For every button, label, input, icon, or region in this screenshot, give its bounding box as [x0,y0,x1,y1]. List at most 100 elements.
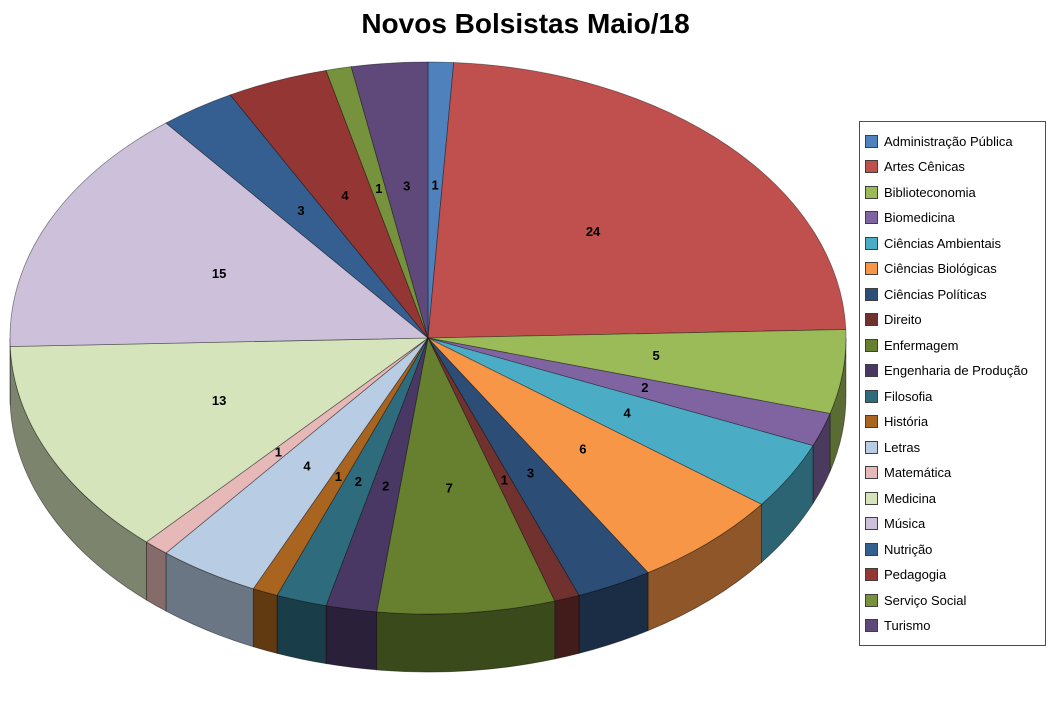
data-label: 2 [355,474,362,489]
legend-swatch [865,211,878,225]
legend-item: Letras [865,435,1040,459]
legend-swatch [865,262,878,276]
data-label: 4 [303,458,311,473]
legend-swatch [865,466,878,480]
legend-item: Ciências Políticas [865,282,1040,306]
pie-slice-side [325,605,378,671]
legend-label: Biblioteconomia [884,184,976,200]
legend-item: Matemática [865,461,1040,485]
pie-slice-side [276,594,327,665]
pie-slice [427,337,831,447]
legend-item: Nutrição [865,537,1040,561]
legend-item: Pedagogia [865,563,1040,587]
legend-item: Serviço Social [865,588,1040,612]
data-label: 1 [431,178,438,193]
legend-item: Turismo [865,614,1040,638]
legend-item: Ciências Biológicas [865,257,1040,281]
data-label: 1 [501,473,508,488]
legend-label: Administração Pública [884,133,1013,149]
pie-slice [427,62,847,339]
legend-item: Artes Cênicas [865,155,1040,179]
pie-slice [145,337,429,554]
data-label: 4 [341,188,349,203]
legend-label: Filosofia [884,388,933,404]
legend-item: Medicina [865,486,1040,510]
legend-item: Filosofia [865,384,1040,408]
data-label: 2 [641,380,648,395]
legend-swatch [865,440,878,454]
legend-swatch [865,236,878,250]
data-label: 13 [212,393,226,408]
data-label: 3 [527,465,534,480]
legend-item: Administração Pública [865,129,1040,153]
legend-item: Engenharia de Produção [865,359,1040,383]
data-label: 15 [212,266,226,281]
chart-legend: Administração Pública Artes Cênicas Biblio… [859,121,1046,646]
pie-slice [325,66,429,339]
data-label: 2 [382,479,389,494]
legend-swatch [865,364,878,378]
legend-label: Matemática [884,465,952,481]
data-label: 5 [653,348,660,363]
pie-slice [376,336,556,615]
legend-label: Direito [884,312,922,328]
pie-slice [165,337,429,590]
legend-swatch [865,338,878,352]
legend-item: Enfermagem [865,333,1040,357]
legend-item: Direito [865,308,1040,332]
data-label: 7 [446,481,453,496]
legend-label: Ciências Ambientais [884,235,1002,251]
legend-item: Ciências Ambientais [865,231,1040,255]
legend-swatch [865,593,878,607]
pie-slice-side [146,541,167,612]
legend-swatch [865,568,878,582]
pie-slices [9,61,847,615]
data-label: 24 [586,224,601,239]
legend-swatch [865,134,878,148]
pie-slice [427,329,847,414]
legend-swatch [865,185,878,199]
pie-slice [276,337,429,607]
legend-label: Música [884,516,926,532]
legend-label: História [884,414,929,430]
data-label: 6 [579,442,586,457]
pie-slice [252,337,429,596]
data-label: 4 [623,405,631,420]
pie-slice [9,337,430,543]
legend-label: Engenharia de Produção [884,363,1028,379]
legend-label: Pedagogia [884,567,947,583]
chart-title: Novos Bolsistas Maio/18 [361,8,690,39]
pie-slice-side [252,588,278,654]
pie-slice [229,69,429,339]
legend-label: Enfermagem [884,337,959,353]
legend-swatch [865,491,878,505]
legend-label: Nutrição [884,541,933,557]
legend-swatch [865,287,878,301]
legend-label: Biomedicina [884,210,955,226]
legend-label: Ciências Biológicas [884,261,997,277]
pie-slice [427,337,814,505]
data-label: 1 [375,181,382,196]
legend-item: Biblioteconomia [865,180,1040,204]
pie-slice [325,337,429,613]
legend-swatch [865,313,878,327]
legend-swatch [865,389,878,403]
legend-item: História [865,410,1040,434]
pie-slice-side [554,594,580,660]
legend-swatch [865,542,878,556]
legend-label: Artes Cênicas [884,159,965,175]
pie-slice [427,337,649,596]
pie-slice [427,337,763,574]
legend-label: Letras [884,439,921,455]
legend-label: Turismo [884,618,931,634]
pie-slice [9,122,430,347]
legend-swatch [865,415,878,429]
legend-label: Serviço Social [884,592,967,608]
pie-slice [427,337,580,602]
pie-slice [350,61,429,339]
legend-label: Ciências Políticas [884,286,987,302]
legend-item: Biomedicina [865,206,1040,230]
